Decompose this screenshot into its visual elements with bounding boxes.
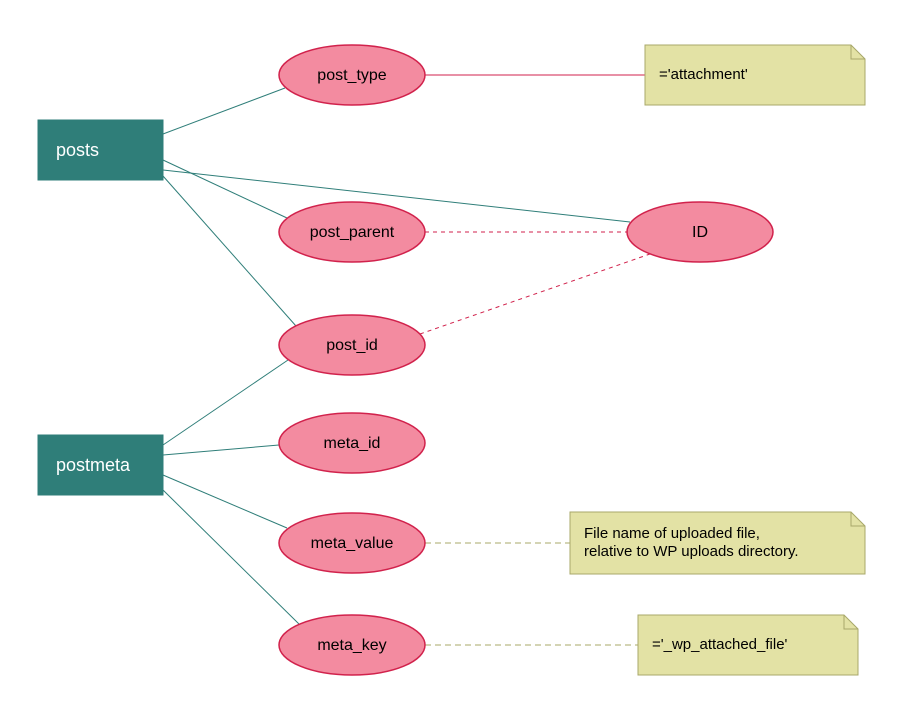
attribute-post_id: post_id — [279, 315, 425, 375]
attribute-ID: ID — [627, 202, 773, 262]
note-text-attachment-0: ='attachment' — [659, 66, 748, 83]
attribute-label-ID: ID — [692, 224, 708, 241]
edge-posts-post_id — [163, 176, 296, 326]
entity-postmeta: postmeta — [38, 435, 163, 495]
entity-posts: posts — [38, 120, 163, 180]
note-attachment: ='attachment' — [645, 45, 865, 105]
attribute-label-meta_key: meta_key — [317, 637, 386, 654]
attribute-meta_id: meta_id — [279, 413, 425, 473]
entity-label-postmeta: postmeta — [56, 455, 131, 475]
attribute-post_type: post_type — [279, 45, 425, 105]
attribute-meta_key: meta_key — [279, 615, 425, 675]
entities-layer: posts postmeta — [38, 120, 163, 495]
attributes-layer: post_type post_parent ID post_id meta_idmeta… — [279, 45, 773, 675]
edge-post_id-ID — [420, 254, 650, 334]
attribute-label-meta_value: meta_value — [311, 535, 394, 552]
attribute-post_parent: post_parent — [279, 202, 425, 262]
edge-postmeta-meta_id — [163, 445, 279, 455]
edge-postmeta-meta_value — [163, 475, 287, 528]
entity-label-posts: posts — [56, 140, 99, 160]
edge-posts-post_parent — [163, 160, 287, 218]
edge-postmeta-post_id — [163, 360, 288, 445]
note-text-filedesc-0: File name of uploaded file, — [584, 525, 760, 542]
attribute-meta_value: meta_value — [279, 513, 425, 573]
attribute-label-post_id: post_id — [326, 337, 378, 354]
note-wpfile: ='_wp_attached_file' — [638, 615, 858, 675]
note-text-filedesc-1: relative to WP uploads directory. — [584, 543, 799, 560]
note-filedesc: File name of uploaded file,relative to W… — [570, 512, 865, 574]
note-text-wpfile-0: ='_wp_attached_file' — [652, 636, 788, 653]
edge-posts-post_type — [163, 88, 285, 134]
notes-layer: ='attachment' File name of uploaded file,… — [570, 45, 865, 675]
attribute-label-meta_id: meta_id — [324, 435, 381, 452]
er-diagram: postspostmeta post_typepost_parentIDpost… — [0, 0, 898, 724]
attribute-label-post_type: post_type — [317, 67, 386, 84]
edge-postmeta-meta_key — [163, 490, 300, 625]
attribute-label-post_parent: post_parent — [310, 224, 395, 241]
